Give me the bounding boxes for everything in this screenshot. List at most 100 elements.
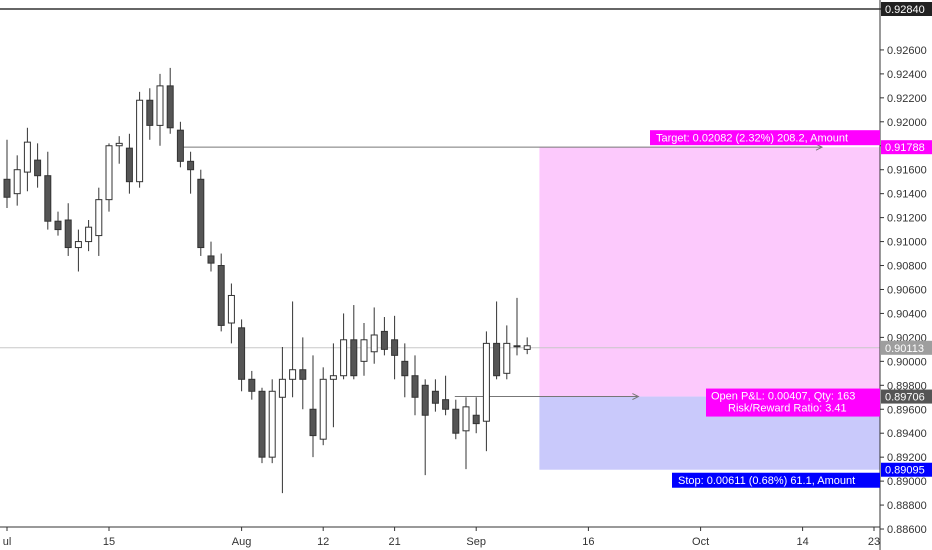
y-tick-label: 0.92600 xyxy=(887,45,927,57)
candle xyxy=(329,375,337,380)
x-tick-label: Oct xyxy=(692,536,709,548)
y-tick-label: 0.90000 xyxy=(887,356,927,368)
candle xyxy=(411,375,419,398)
y-tick-label: 0.88800 xyxy=(887,500,927,512)
top-price-label: 0.92840 xyxy=(881,2,932,16)
target-label: Target: 0.02082 (2.32%) 208.2, Amount xyxy=(656,133,848,145)
candle xyxy=(503,342,511,374)
candle xyxy=(105,145,113,201)
candle xyxy=(34,159,42,177)
y-tick-label: 0.90800 xyxy=(887,261,927,273)
stop-label: Stop: 0.00611 (0.68%) 61.1, Amount xyxy=(678,475,855,487)
candle xyxy=(217,265,225,326)
candle xyxy=(85,226,93,243)
candle xyxy=(227,294,235,324)
candle xyxy=(146,99,154,126)
candle xyxy=(166,85,174,129)
pnl-label-bg xyxy=(706,388,880,417)
candle xyxy=(401,360,409,377)
risk-reward-label: Risk/Reward Ratio: 3.41 xyxy=(728,403,847,415)
price-tag-current: 0.90113 xyxy=(885,343,924,355)
price-tag-entry: 0.89706 xyxy=(885,392,925,404)
candle xyxy=(493,342,501,377)
candle xyxy=(380,330,388,350)
candle xyxy=(258,390,266,458)
y-tick-label: 0.92000 xyxy=(887,117,927,129)
candle xyxy=(197,178,205,249)
candle xyxy=(421,384,429,416)
x-tick-label: ul xyxy=(3,536,12,548)
price-tag-stop-bg xyxy=(881,462,932,477)
candle xyxy=(176,129,184,162)
y-tick-label: 0.88600 xyxy=(887,524,927,536)
candle xyxy=(278,378,286,398)
candle xyxy=(289,369,297,380)
candle xyxy=(238,327,246,380)
candle xyxy=(23,141,31,173)
candle xyxy=(350,339,358,377)
candle xyxy=(482,342,490,422)
y-tick-label: 0.89200 xyxy=(887,452,927,464)
x-tick-label: Sep xyxy=(466,536,486,548)
candle xyxy=(115,142,123,147)
candle xyxy=(370,334,378,353)
price-tag-stop: 0.89095 xyxy=(885,465,925,477)
stop-label-bg xyxy=(672,472,880,488)
y-tick-label: 0.91600 xyxy=(887,165,927,177)
y-tick-label: 0.92200 xyxy=(887,93,927,105)
candle xyxy=(299,369,307,380)
candle xyxy=(248,378,256,392)
pnl-label: Open P&L: 0.00407, Qty: 163 xyxy=(711,391,855,403)
candle xyxy=(309,408,317,437)
candle xyxy=(64,219,72,249)
candle xyxy=(268,390,276,458)
candle xyxy=(472,414,480,425)
candle xyxy=(207,255,215,264)
x-tick-label: 21 xyxy=(388,536,400,548)
candle xyxy=(187,160,195,171)
x-tick-label: 15 xyxy=(103,536,115,548)
candle xyxy=(74,241,82,249)
y-tick-label: 0.90400 xyxy=(887,308,927,320)
y-tick-label: 0.91400 xyxy=(887,189,927,201)
x-tick-label: 14 xyxy=(796,536,808,548)
y-tick-label: 0.91200 xyxy=(887,213,927,225)
candle xyxy=(340,339,348,377)
x-tick-label: 23 xyxy=(868,536,880,548)
candle xyxy=(136,99,144,183)
candle xyxy=(44,175,52,222)
candle xyxy=(431,390,439,404)
candle xyxy=(462,406,470,432)
y-tick-label: 0.89000 xyxy=(887,476,927,488)
y-tick-label: 0.91000 xyxy=(887,237,927,249)
y-tick-label: 0.89400 xyxy=(887,428,927,440)
candle xyxy=(391,339,399,356)
candle xyxy=(442,399,450,410)
y-tick-label: 0.89600 xyxy=(887,404,927,416)
price-tag-target: 0.91788 xyxy=(885,142,925,154)
price-tag-entry-bg xyxy=(881,389,932,404)
x-tick-label: 16 xyxy=(582,536,594,548)
candle xyxy=(95,199,103,237)
top-price-text: 0.92840 xyxy=(885,4,925,16)
price-tag-current-bg xyxy=(881,340,932,355)
y-tick-label: 0.89800 xyxy=(887,380,927,392)
candle xyxy=(523,345,531,350)
candle xyxy=(452,408,460,434)
candle xyxy=(54,220,62,231)
entry-arrow-icon xyxy=(632,393,640,401)
y-tick-label: 0.90600 xyxy=(887,284,927,296)
candle xyxy=(3,178,11,198)
candle xyxy=(360,339,368,362)
profit-zone xyxy=(539,147,880,397)
candle xyxy=(156,85,164,126)
top-price-bg xyxy=(881,2,932,16)
y-tick-label: 0.92400 xyxy=(887,69,927,81)
x-tick-label: Aug xyxy=(232,536,252,548)
price-tag-target-bg xyxy=(881,140,932,155)
candle xyxy=(513,345,521,348)
candle xyxy=(319,378,327,440)
candle xyxy=(125,147,133,183)
x-tick-label: 12 xyxy=(317,536,329,548)
